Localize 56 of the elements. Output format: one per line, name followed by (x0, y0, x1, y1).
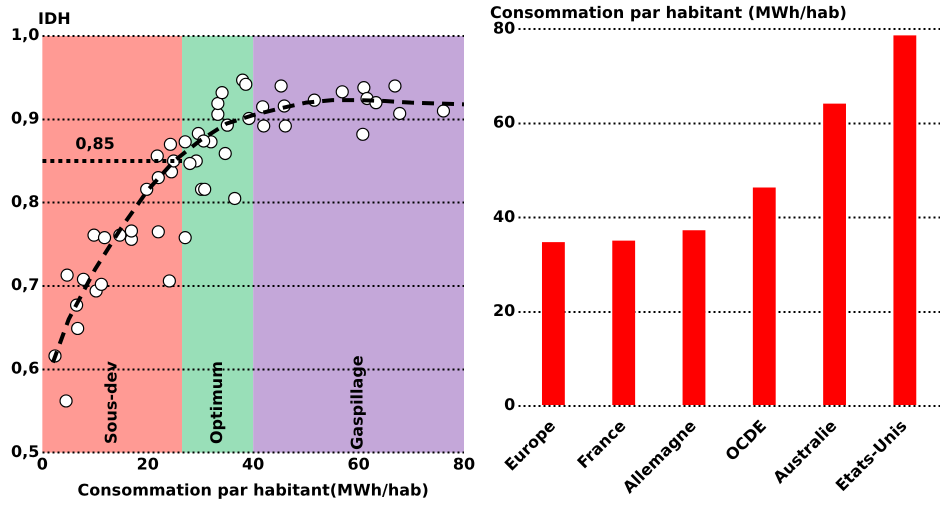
point (257, 119, 270, 133)
point (71, 322, 84, 336)
y-tick-label: 0,7 (11, 275, 40, 294)
bar (682, 230, 706, 405)
bar (752, 187, 776, 405)
point (59, 394, 73, 408)
point (87, 228, 101, 242)
point (256, 100, 270, 114)
bar (542, 242, 565, 405)
point (336, 85, 349, 98)
point (183, 156, 197, 170)
point (162, 274, 176, 288)
point (357, 81, 370, 94)
bar (893, 35, 916, 405)
bar (612, 240, 636, 405)
point (94, 278, 108, 291)
point (98, 231, 112, 244)
band-label: Sous-dev (101, 360, 120, 444)
point (198, 182, 212, 196)
band-label: Gaspillage (348, 355, 367, 450)
point (393, 106, 406, 120)
y-tick-label: 0,8 (11, 192, 40, 211)
y-tick-label: 0,6 (11, 358, 40, 378)
point (215, 86, 229, 100)
point (278, 119, 292, 133)
y-axis-title: IDH (38, 9, 71, 28)
point (388, 79, 402, 93)
point (152, 225, 165, 238)
bar (823, 104, 846, 405)
y-tick-label: 0,5 (11, 442, 40, 461)
x-tick-label: 20 (136, 454, 159, 474)
x-tick-label: 40 (242, 454, 264, 474)
point (274, 79, 288, 93)
point (164, 138, 178, 151)
point (211, 108, 224, 121)
band-label: Optimum (206, 361, 226, 444)
point (356, 128, 370, 141)
point (228, 192, 242, 206)
y-tick-label: 1,0 (11, 25, 40, 44)
point (239, 78, 252, 91)
x-tick-label: 60 (347, 454, 370, 474)
y-tick-label: 20 (493, 300, 516, 320)
y-tick-label: 0,9 (11, 108, 40, 128)
point (211, 96, 224, 110)
y-tick-label: 40 (493, 206, 516, 226)
point (178, 231, 192, 244)
annotation: 0,85 (75, 134, 115, 154)
point (436, 104, 450, 118)
point (60, 268, 74, 282)
y-tick-label: 60 (493, 112, 516, 132)
x-axis-title: Consommation par habitant(MWh/hab) (78, 480, 429, 500)
y-tick-label: 0 (504, 395, 516, 414)
point (218, 146, 232, 160)
point (124, 224, 138, 238)
x-tick-label: 80 (452, 454, 476, 474)
point (178, 135, 192, 148)
